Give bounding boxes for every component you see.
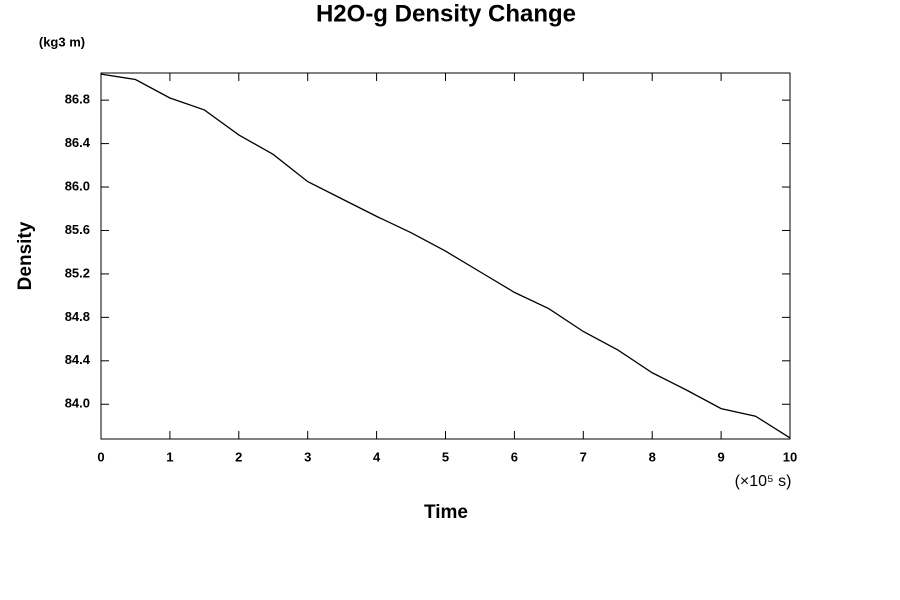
x-tick-label: 4	[373, 449, 381, 464]
x-tick-label: 3	[304, 449, 311, 464]
y-tick-label: 86.8	[65, 92, 90, 107]
y-tick-label: 85.2	[65, 265, 90, 280]
x-axis-label: Time	[424, 502, 468, 523]
plot-frame	[100, 72, 791, 440]
x-tick-label: 8	[649, 449, 656, 464]
y-axis-label: Density	[15, 221, 36, 290]
x-tick-label: 9	[717, 449, 724, 464]
x-tick-label: 2	[235, 449, 242, 464]
x-tick-label: 5	[442, 449, 449, 464]
x-unit: (×10⁵ s)	[735, 473, 792, 490]
chart-title: H2O-g Density Change	[316, 0, 576, 27]
y-tick-label: 86.4	[65, 135, 91, 150]
y-tick-label: 85.6	[65, 222, 90, 237]
y-unit: (kg3 m)	[39, 34, 85, 49]
x-tick-label: 7	[580, 449, 587, 464]
x-tick-label: 0	[97, 449, 104, 464]
y-tick-label: 84.4	[65, 352, 91, 367]
y-tick-label: 86.0	[65, 178, 90, 193]
data-line	[100, 73, 791, 439]
y-tick-label: 84.8	[65, 309, 90, 324]
y-tick-label: 84.0	[65, 396, 90, 411]
x-tick-label: 10	[783, 449, 797, 464]
x-tick-label: 6	[511, 449, 518, 464]
x-tick-label: 1	[166, 449, 173, 464]
